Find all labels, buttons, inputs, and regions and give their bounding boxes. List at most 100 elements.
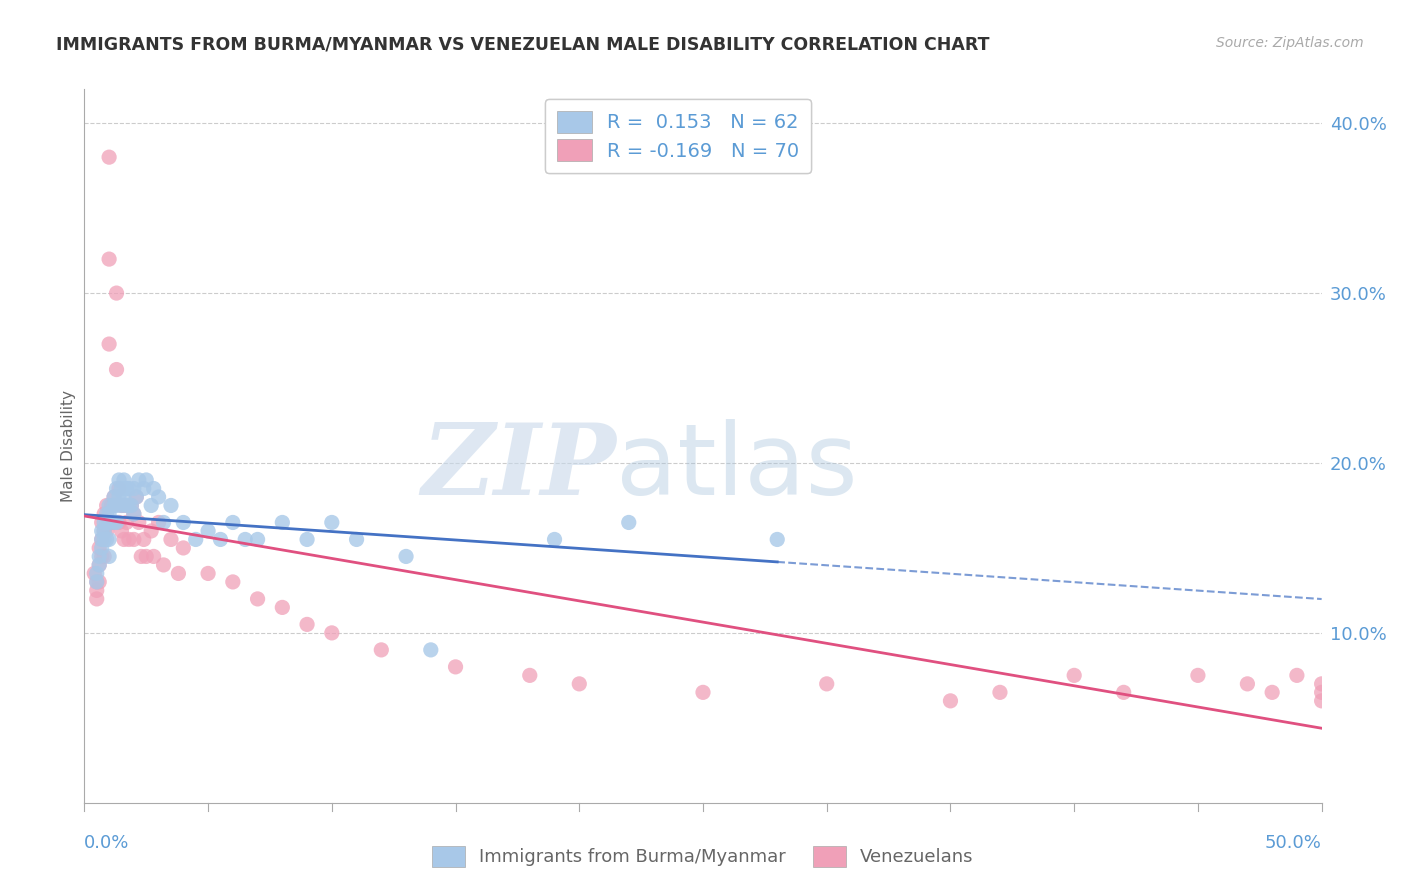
Point xyxy=(98,499,121,513)
Point xyxy=(543,533,565,547)
Point xyxy=(246,591,269,606)
Point xyxy=(125,490,148,504)
Point xyxy=(90,516,112,530)
Point xyxy=(122,533,145,547)
Point xyxy=(98,549,121,564)
Text: Source: ZipAtlas.com: Source: ZipAtlas.com xyxy=(1216,36,1364,50)
Legend: Immigrants from Burma/Myanmar, Venezuelans: Immigrants from Burma/Myanmar, Venezuela… xyxy=(425,838,981,874)
Point xyxy=(197,566,219,581)
Point xyxy=(96,516,118,530)
Point xyxy=(128,473,150,487)
Point xyxy=(105,499,128,513)
Point xyxy=(115,499,138,513)
Point xyxy=(142,549,165,564)
Point xyxy=(100,499,122,513)
Point xyxy=(122,482,145,496)
Point xyxy=(110,499,132,513)
Point xyxy=(100,516,122,530)
Point xyxy=(568,677,591,691)
Point xyxy=(93,507,115,521)
Point xyxy=(105,516,128,530)
Point xyxy=(141,524,163,538)
Point xyxy=(86,566,108,581)
Point xyxy=(112,473,135,487)
Point xyxy=(160,533,183,547)
Point xyxy=(988,685,1011,699)
Point xyxy=(321,516,343,530)
Point xyxy=(89,574,111,589)
Point xyxy=(89,558,111,572)
Point xyxy=(115,516,138,530)
Point xyxy=(105,286,128,301)
Point xyxy=(110,482,132,496)
Point xyxy=(1310,694,1333,708)
Point xyxy=(184,533,207,547)
Point xyxy=(172,516,194,530)
Point xyxy=(108,516,131,530)
Point xyxy=(96,499,118,513)
Point xyxy=(105,362,128,376)
Point xyxy=(222,574,245,589)
Point xyxy=(132,482,155,496)
Point xyxy=(122,507,145,521)
Point xyxy=(295,617,318,632)
Point xyxy=(617,516,640,530)
Point xyxy=(90,533,112,547)
Point xyxy=(1310,685,1333,699)
Point xyxy=(142,482,165,496)
Point xyxy=(370,643,392,657)
Text: atlas: atlas xyxy=(616,419,858,516)
Point xyxy=(103,516,125,530)
Point xyxy=(118,533,141,547)
Point xyxy=(1285,668,1308,682)
Point xyxy=(128,516,150,530)
Point xyxy=(160,499,183,513)
Point xyxy=(172,541,194,555)
Point xyxy=(98,150,121,164)
Point xyxy=(152,516,174,530)
Point xyxy=(1187,668,1209,682)
Point xyxy=(1236,677,1258,691)
Text: ZIP: ZIP xyxy=(422,419,616,516)
Point xyxy=(271,600,294,615)
Point xyxy=(112,499,135,513)
Point xyxy=(103,516,125,530)
Point xyxy=(692,685,714,699)
Point xyxy=(167,566,190,581)
Point xyxy=(444,660,467,674)
Point xyxy=(939,694,962,708)
Point xyxy=(135,549,157,564)
Point xyxy=(135,473,157,487)
Legend: R =  0.153   N = 62, R = -0.169   N = 70: R = 0.153 N = 62, R = -0.169 N = 70 xyxy=(546,99,811,173)
Point xyxy=(519,668,541,682)
Point xyxy=(246,533,269,547)
Point xyxy=(346,533,368,547)
Point xyxy=(98,252,121,266)
Point xyxy=(89,549,111,564)
Point xyxy=(419,643,441,657)
Point xyxy=(86,591,108,606)
Point xyxy=(103,490,125,504)
Point xyxy=(141,499,163,513)
Point xyxy=(90,549,112,564)
Point xyxy=(222,516,245,530)
Point xyxy=(110,524,132,538)
Point xyxy=(766,533,789,547)
Point xyxy=(93,524,115,538)
Point xyxy=(108,490,131,504)
Point xyxy=(132,533,155,547)
Point xyxy=(112,533,135,547)
Point xyxy=(86,583,108,598)
Point xyxy=(122,507,145,521)
Point xyxy=(118,499,141,513)
Point xyxy=(129,549,152,564)
Point xyxy=(90,524,112,538)
Point xyxy=(98,533,121,547)
Point xyxy=(233,533,256,547)
Text: 0.0%: 0.0% xyxy=(84,834,129,852)
Point xyxy=(86,574,108,589)
Point xyxy=(83,566,105,581)
Point xyxy=(321,626,343,640)
Point xyxy=(125,490,148,504)
Point xyxy=(295,533,318,547)
